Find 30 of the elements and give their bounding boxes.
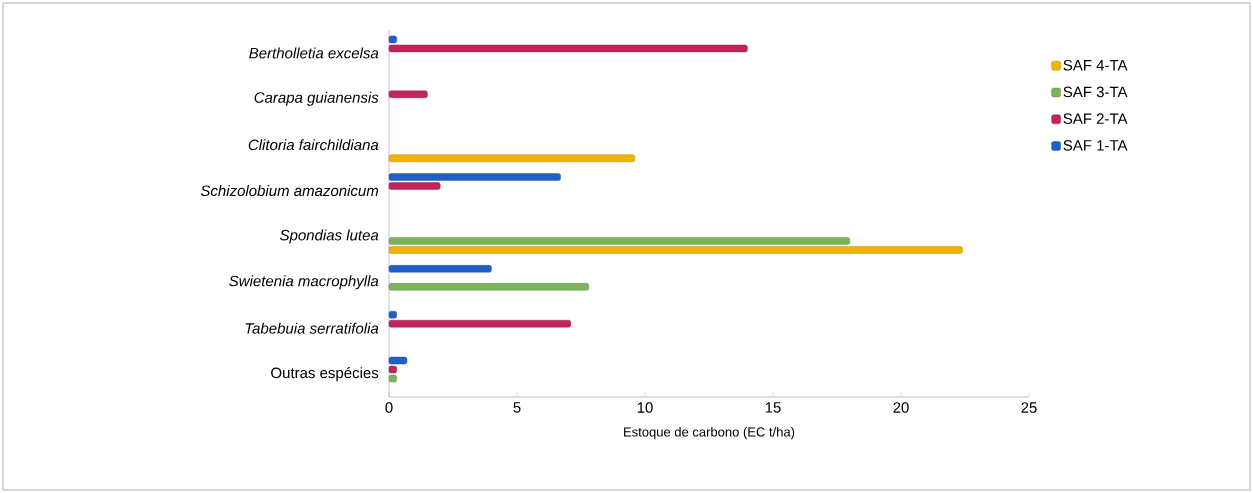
x-tick-label: 25 xyxy=(1021,402,1037,413)
x-tick-label: 5 xyxy=(513,402,521,413)
x-tick-label: 15 xyxy=(765,402,781,413)
bar xyxy=(388,90,428,99)
x-tick-label: 0 xyxy=(385,402,393,413)
y-tick-label: Clitoria fairchildiana xyxy=(248,139,379,151)
bar xyxy=(388,320,571,328)
bar xyxy=(388,283,589,291)
bar xyxy=(388,154,635,162)
bar xyxy=(388,356,408,365)
bar xyxy=(388,246,963,254)
y-tick-label: Swietenia macrophylla xyxy=(229,275,379,290)
legend-label: SAF 1-TA xyxy=(1063,140,1128,151)
bar xyxy=(388,265,492,273)
y-tick-label: Spondias lutea xyxy=(279,229,379,244)
bar xyxy=(388,182,441,190)
y-tick-label: Carapa guianensis xyxy=(254,91,379,106)
x-tick-label: 10 xyxy=(637,402,653,413)
y-tick-label: Bertholletia excelsa xyxy=(249,47,379,59)
y-tick-label: Tabebuia serratifolia xyxy=(245,322,379,334)
legend-label: SAF 3-TA xyxy=(1063,86,1128,98)
bar xyxy=(388,44,748,53)
legend-label: SAF 4-TA xyxy=(1063,59,1128,71)
y-tick-label: Schizolobium amazonicum xyxy=(200,185,379,197)
bar xyxy=(388,237,851,245)
x-tick-label: 20 xyxy=(893,402,909,413)
legend-label: SAF 2-TA xyxy=(1063,113,1128,124)
x-axis-title: Estoque de carbono (EC t/ha) xyxy=(624,427,795,440)
bar xyxy=(388,173,561,181)
y-tick-label: Outras espécies xyxy=(271,366,379,382)
